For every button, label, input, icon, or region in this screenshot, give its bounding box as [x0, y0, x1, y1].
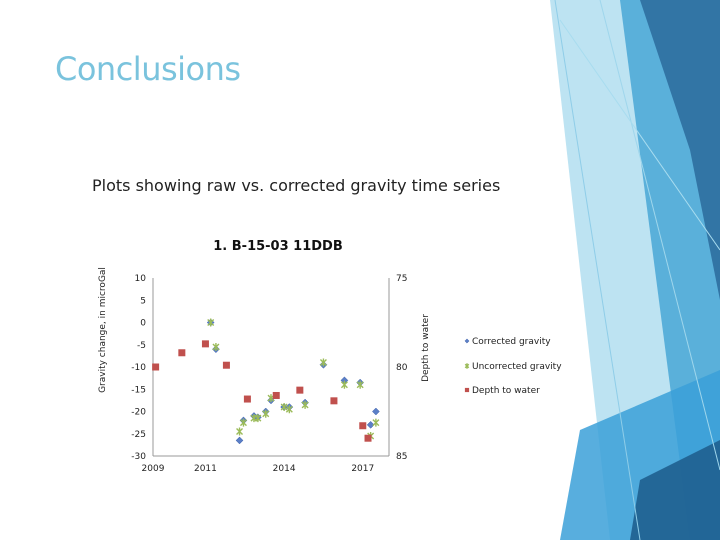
depth-to-water-point [152, 363, 160, 371]
y2-tick-label: 85 [396, 452, 407, 462]
y-tick-label: -20 [131, 408, 146, 418]
decor-line [554, 0, 641, 540]
depth-to-water-point [272, 391, 280, 399]
depth-to-water-point [222, 361, 230, 369]
uncorrected-gravity-point [207, 318, 215, 327]
corrected-gravity-point [366, 420, 375, 429]
decor-panel-dark [640, 0, 720, 300]
uncorrected-gravity-point [262, 409, 270, 418]
y2-tick-label: 80 [396, 363, 408, 373]
x-tick-label: 2011 [194, 464, 217, 474]
legend-label: Corrected gravity [472, 337, 551, 347]
legend-label: Uncorrected gravity [472, 362, 562, 372]
decor-line [559, 19, 720, 251]
y-axis-label: Gravity change, in microGal [98, 267, 108, 393]
depth-to-water-point [178, 349, 186, 357]
data-points [152, 318, 380, 445]
x-tick-labels: 2009 2011 2014 2017 [142, 464, 375, 474]
depth-to-water-point [296, 386, 304, 394]
y2-tick-label: 75 [396, 274, 407, 284]
x-tick-label: 2014 [273, 464, 296, 474]
uncorrected-gravity-point [239, 418, 247, 427]
uncorrected-gravity-point [212, 342, 220, 351]
y-tick-label: 0 [140, 319, 146, 329]
uncorrected-gravity-point [356, 380, 364, 389]
y-tick-label: 10 [135, 274, 147, 284]
y-tick-label: -15 [131, 385, 146, 395]
slide-title: Conclusions [55, 50, 241, 88]
uncorrected-gravity-point [236, 427, 244, 436]
depth-to-water-point [364, 434, 372, 442]
y-tick-label: -5 [137, 341, 146, 351]
uncorrected-gravity-point [372, 418, 380, 427]
legend-marker [464, 387, 470, 393]
corrected-gravity-point [372, 407, 380, 416]
corrected-gravity-point [235, 436, 244, 445]
y-tick-label: -10 [131, 363, 146, 373]
uncorrected-gravity-point [280, 403, 288, 412]
y-tick-labels: 10 5 0 -5 -10 -15 -20 -25 -30 [131, 274, 146, 462]
legend-label: Depth to water [472, 386, 540, 396]
decor-corner-dark [630, 440, 720, 540]
uncorrected-gravity-point [254, 414, 262, 423]
y2-tick-labels: 75 80 85 [396, 274, 408, 462]
y-tick-label: 5 [140, 296, 146, 306]
legend-marker [464, 338, 470, 344]
y2-axis-label: Depth to water [421, 314, 431, 382]
uncorrected-gravity-point [340, 380, 348, 389]
y-tick-label: -25 [131, 430, 146, 440]
slide-subtitle: Plots showing raw vs. corrected gravity … [92, 176, 501, 195]
x-tick-label: 2017 [351, 464, 374, 474]
depth-to-water-point [243, 395, 251, 403]
chart-legend: Corrected gravity Uncorrected gravity Dept… [464, 337, 562, 396]
uncorrected-gravity-point [285, 405, 293, 414]
uncorrected-gravity-point [319, 358, 327, 367]
depth-to-water-point [330, 397, 338, 405]
decor-line [599, 0, 720, 471]
depth-to-water-point [359, 422, 367, 430]
chart-title: 1. B-15-03 11DDB [213, 239, 343, 254]
uncorrected-gravity-point [301, 400, 309, 409]
x-tick-label: 2009 [142, 464, 165, 474]
depth-to-water-point [201, 340, 209, 348]
y-tick-label: -30 [131, 452, 146, 462]
legend-marker [464, 363, 470, 369]
